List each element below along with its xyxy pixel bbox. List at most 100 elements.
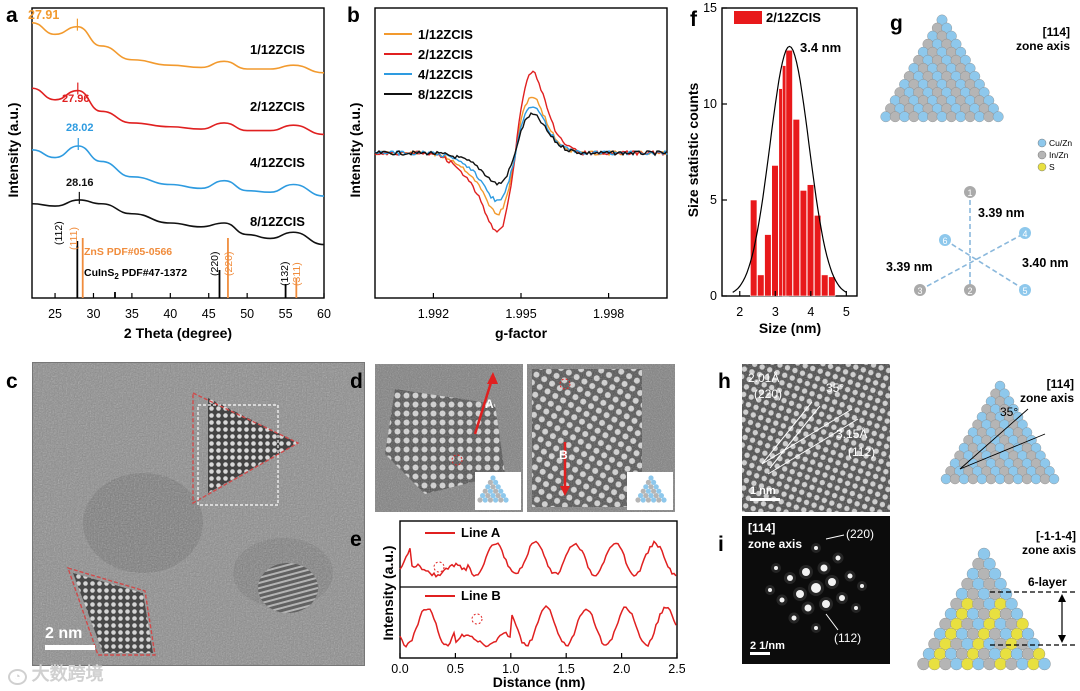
atom <box>940 473 952 485</box>
atom <box>960 54 971 66</box>
profile-xtick-label-1.5: 1.5 <box>558 662 575 676</box>
line-b-legend: Line B <box>461 588 501 603</box>
hkl-311: (311) <box>291 262 303 286</box>
mini-atom <box>485 493 491 499</box>
i-zone: [114] <box>748 521 775 535</box>
atom <box>964 111 976 123</box>
mini-atom <box>653 484 659 490</box>
atom <box>976 473 988 485</box>
fft-spot <box>822 600 830 608</box>
h-hkl-1: (220) <box>754 387 782 401</box>
node-6-label: 6 <box>942 236 947 246</box>
atom <box>949 473 961 485</box>
vacancy-circle-b <box>559 378 571 390</box>
atom <box>1012 473 1024 485</box>
fft-spot <box>796 590 804 598</box>
atom <box>936 111 948 123</box>
atom <box>1017 419 1028 430</box>
atom <box>955 46 967 58</box>
xrd-series-2 <box>31 87 325 136</box>
zns-ref-label: ZnS PDF#05-0566 <box>84 246 172 258</box>
fft-spot <box>835 555 841 561</box>
panel-a-label: a <box>6 4 18 27</box>
layer-arrowhead-up <box>1058 594 1066 602</box>
atom <box>994 473 1006 485</box>
line-a-arrowhead <box>487 372 498 384</box>
fft-spot <box>814 626 818 630</box>
dist-label-2: 3.39 nm <box>886 260 933 274</box>
atom <box>955 111 967 123</box>
mini-atom <box>651 497 657 503</box>
pyramid-atoms-i <box>917 547 1051 671</box>
hist-bar-11 <box>814 215 822 297</box>
xrd-xlabel: 2 Theta (degree) <box>124 325 232 341</box>
hkl-220-cuins2: (220) <box>209 251 221 276</box>
hkl-112-a: (112) <box>53 221 65 245</box>
xrd-xtick-label-30: 30 <box>87 307 101 321</box>
fft-spot <box>847 573 853 579</box>
triangle-cluster-atoms-h <box>940 380 1060 485</box>
g-zone-top: [114] <box>1043 25 1070 39</box>
xrd-series-4 <box>31 199 325 246</box>
atom <box>1026 435 1037 446</box>
zoom-box <box>197 404 279 506</box>
profile-dip-a <box>433 561 445 573</box>
xrd-sample-2: 2/12ZCIS <box>250 99 305 114</box>
hkl-220-zns: (220) <box>223 251 235 276</box>
line-a-legend: Line A <box>461 525 501 540</box>
s-atom-icon <box>1037 162 1047 172</box>
atom <box>1039 458 1051 469</box>
hrtem-d-right: B <box>527 364 675 512</box>
hist-ytick-label-10: 10 <box>703 97 717 111</box>
dist-label-1: 3.39 nm <box>978 206 1025 220</box>
epr-xlabel: g-factor <box>495 325 548 341</box>
xrd-xtick-label-40: 40 <box>163 307 177 321</box>
atom <box>899 111 910 123</box>
atom <box>1048 473 1060 485</box>
nanocrystal-triangle-2 <box>73 573 153 653</box>
mini-atom <box>653 493 659 499</box>
atom <box>978 87 990 98</box>
h-d-spacing-1: 2.01Å <box>748 370 779 385</box>
layer-arrowhead-down <box>1058 635 1066 643</box>
atom <box>927 111 939 123</box>
node-4-label: 4 <box>1022 229 1027 239</box>
h-hkl-2: (112) <box>848 445 875 459</box>
fft-spot <box>820 564 828 572</box>
hist-ytick-label-15: 15 <box>703 1 717 15</box>
line-b-label: B <box>559 448 568 462</box>
atom <box>999 587 1013 601</box>
atom <box>1008 404 1019 415</box>
epr-legend-label-1: 1/12ZCIS <box>418 27 473 42</box>
fft-spot <box>779 597 785 603</box>
xrd-xtick-label-60: 60 <box>317 307 331 321</box>
mini-atom <box>656 497 662 503</box>
distance-diagram <box>919 192 1026 291</box>
line-a-label: A <box>485 397 494 411</box>
panel-c-label: c <box>6 370 18 393</box>
hist-ytick-label-0: 0 <box>710 289 717 303</box>
profile-line-b <box>399 605 677 648</box>
atom <box>1044 466 1055 477</box>
atom <box>1038 657 1051 671</box>
mini-atom <box>643 484 649 490</box>
atom-legend-cuzn: Cu/Zn <box>1049 138 1072 148</box>
atom <box>983 111 995 123</box>
mini-atom <box>493 479 499 485</box>
atom <box>1030 442 1042 454</box>
scale-label-i: 2 1/nm <box>750 640 785 652</box>
xrd-peak-label-4: 28.16 <box>66 177 94 189</box>
mini-atom <box>490 475 496 481</box>
atom <box>983 657 996 671</box>
xrd-series-1 <box>31 22 325 74</box>
h-angle: 35° <box>826 381 844 395</box>
xrd-series-3 <box>31 145 325 197</box>
profile-ylabel: Intensity (a.u.) <box>380 546 396 641</box>
node-1 <box>964 186 976 198</box>
atom <box>1003 473 1015 485</box>
panel-g-label: g <box>890 12 903 35</box>
hist-bar-12 <box>821 274 829 297</box>
i-spot-112-pointer <box>825 613 839 631</box>
atom <box>945 30 957 42</box>
mini-atom <box>487 479 493 485</box>
